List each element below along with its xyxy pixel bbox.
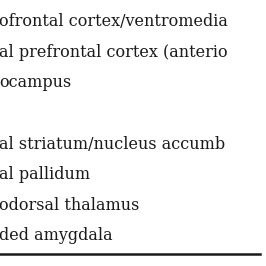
Text: ofrontal cortex/ventromedia: ofrontal cortex/ventromedia	[0, 13, 228, 30]
Text: ocampus: ocampus	[0, 74, 72, 92]
Text: al striatum/nucleus accumb: al striatum/nucleus accumb	[0, 136, 225, 153]
Text: al prefrontal cortex (anterio: al prefrontal cortex (anterio	[0, 44, 228, 61]
Text: ded amygdala: ded amygdala	[0, 227, 113, 244]
Text: al pallidum: al pallidum	[0, 166, 90, 183]
Text: odorsal thalamus: odorsal thalamus	[0, 197, 140, 214]
